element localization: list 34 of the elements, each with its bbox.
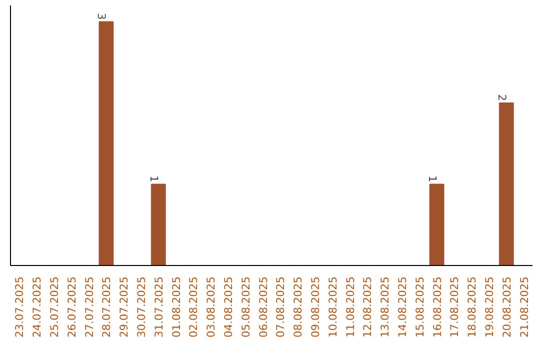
x-tick-label: 04.08.2025 xyxy=(222,276,235,338)
x-tick-label: 26.07.2025 xyxy=(65,276,78,338)
data-label: 1 xyxy=(147,175,160,182)
x-tick-label: 02.08.2025 xyxy=(187,276,200,338)
x-tick-label: 13.08.2025 xyxy=(378,276,392,338)
x-tick-label: 14.08.2025 xyxy=(396,276,409,338)
x-tick-label: 29.07.2025 xyxy=(118,276,131,338)
x-tick-label: 11.08.2025 xyxy=(344,276,357,338)
x-tick-label: 31.07.2025 xyxy=(152,276,166,338)
x-tick-label: 20.08.2025 xyxy=(500,276,514,338)
x-tick-label: 01.08.2025 xyxy=(170,276,183,338)
x-tick-label: 12.08.2025 xyxy=(361,276,374,338)
x-tick-label: 21.08.2025 xyxy=(518,276,531,338)
x-tick-label: 23.07.2025 xyxy=(13,276,26,338)
x-tick-label: 24.07.2025 xyxy=(30,276,44,338)
x-tick-label: 25.07.2025 xyxy=(48,276,61,338)
x-tick-label: 15.08.2025 xyxy=(413,276,426,338)
x-tick-label: 09.08.2025 xyxy=(309,276,322,338)
x-tick-label: 28.07.2025 xyxy=(100,276,114,338)
x-tick-label: 16.08.2025 xyxy=(430,276,444,338)
data-label: 3 xyxy=(95,12,108,20)
x-tick-label: 07.08.2025 xyxy=(274,276,288,338)
data-label: 2 xyxy=(495,94,508,101)
x-tick-label: 03.08.2025 xyxy=(204,276,218,338)
x-tick-label: 17.08.2025 xyxy=(448,276,462,338)
x-tick-label: 19.08.2025 xyxy=(483,276,496,338)
x-tick-label: 18.08.2025 xyxy=(466,276,479,338)
data-label: 1 xyxy=(426,175,439,182)
x-tick-label: 30.07.2025 xyxy=(135,276,148,338)
x-tick-label: 08.08.2025 xyxy=(292,276,305,338)
x-tick-label: 05.08.2025 xyxy=(239,276,252,338)
x-tick-label: 27.07.2025 xyxy=(82,276,96,338)
x-tick-label: 06.08.2025 xyxy=(256,276,270,338)
x-tick-label: 10.08.2025 xyxy=(326,276,340,338)
